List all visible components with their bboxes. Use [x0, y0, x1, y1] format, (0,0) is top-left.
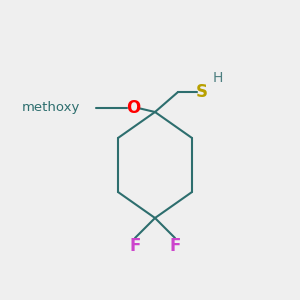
- Text: O: O: [126, 99, 140, 117]
- Text: methoxy: methoxy: [22, 100, 80, 113]
- Text: F: F: [169, 237, 181, 255]
- Text: H: H: [213, 71, 223, 85]
- Text: F: F: [129, 237, 141, 255]
- Text: S: S: [196, 83, 208, 101]
